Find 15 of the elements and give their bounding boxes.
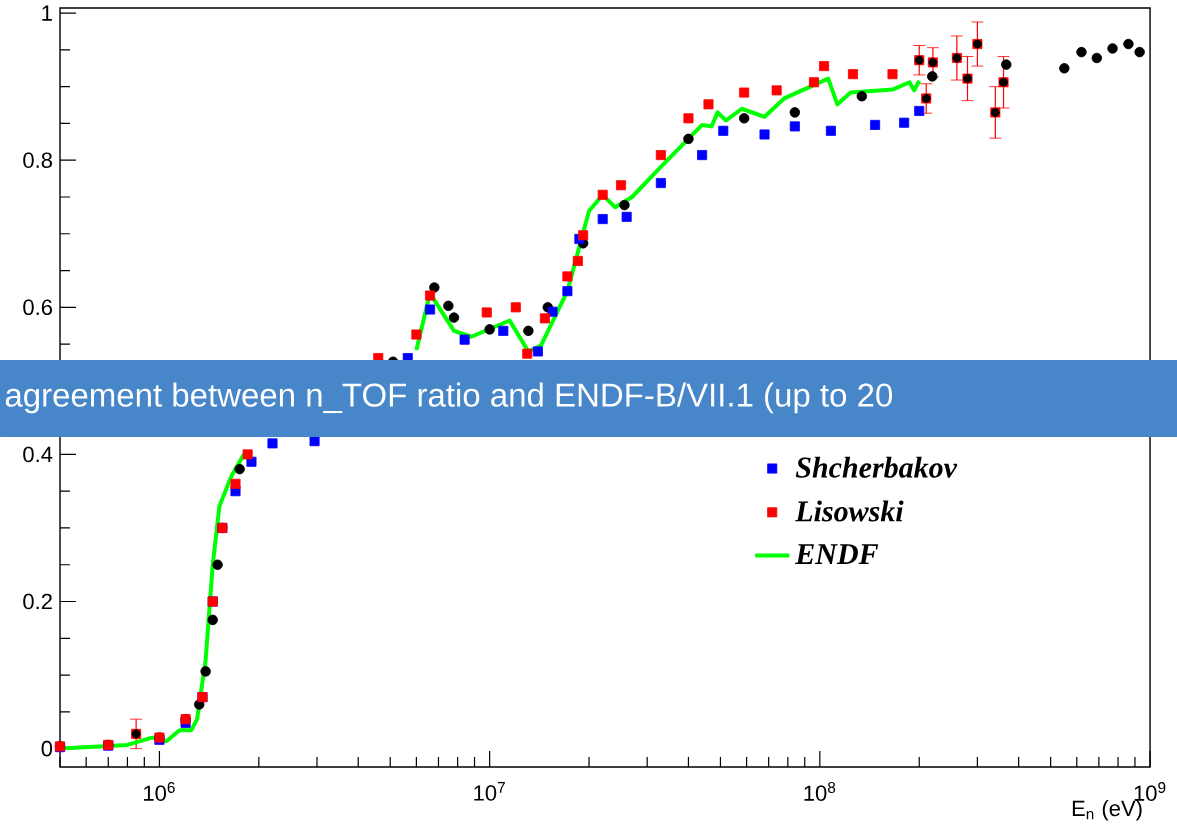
x-axis-title: E$_{n}$ (eV) bbox=[1072, 800, 1142, 821]
y-tick-label: 0.8 bbox=[23, 152, 52, 169]
y-tick-label: 0.6 bbox=[23, 299, 52, 316]
legend-label: Lisowski bbox=[795, 500, 904, 522]
annotation: agreement between n_TOF ratio and ENDF-B/VII.1 (up to 20 bbox=[5, 382, 893, 414]
y-tick-label: 0.4 bbox=[23, 446, 53, 463]
y-tick-label: 0.2 bbox=[23, 593, 52, 610]
y-tick-label: 0 bbox=[41, 740, 53, 757]
legend-label: ENDF bbox=[795, 544, 879, 564]
x-tick-label: 10$^{9}$ bbox=[1134, 782, 1166, 801]
x-tick-label: 10$^{7}$ bbox=[474, 782, 505, 801]
y-tick-label: 1 bbox=[42, 5, 52, 21]
x-tick-label: 10$^{6}$ bbox=[144, 782, 175, 801]
legend-label: Shcherbakov bbox=[795, 456, 958, 478]
x-tick-label: 10$^{8}$ bbox=[804, 782, 836, 801]
